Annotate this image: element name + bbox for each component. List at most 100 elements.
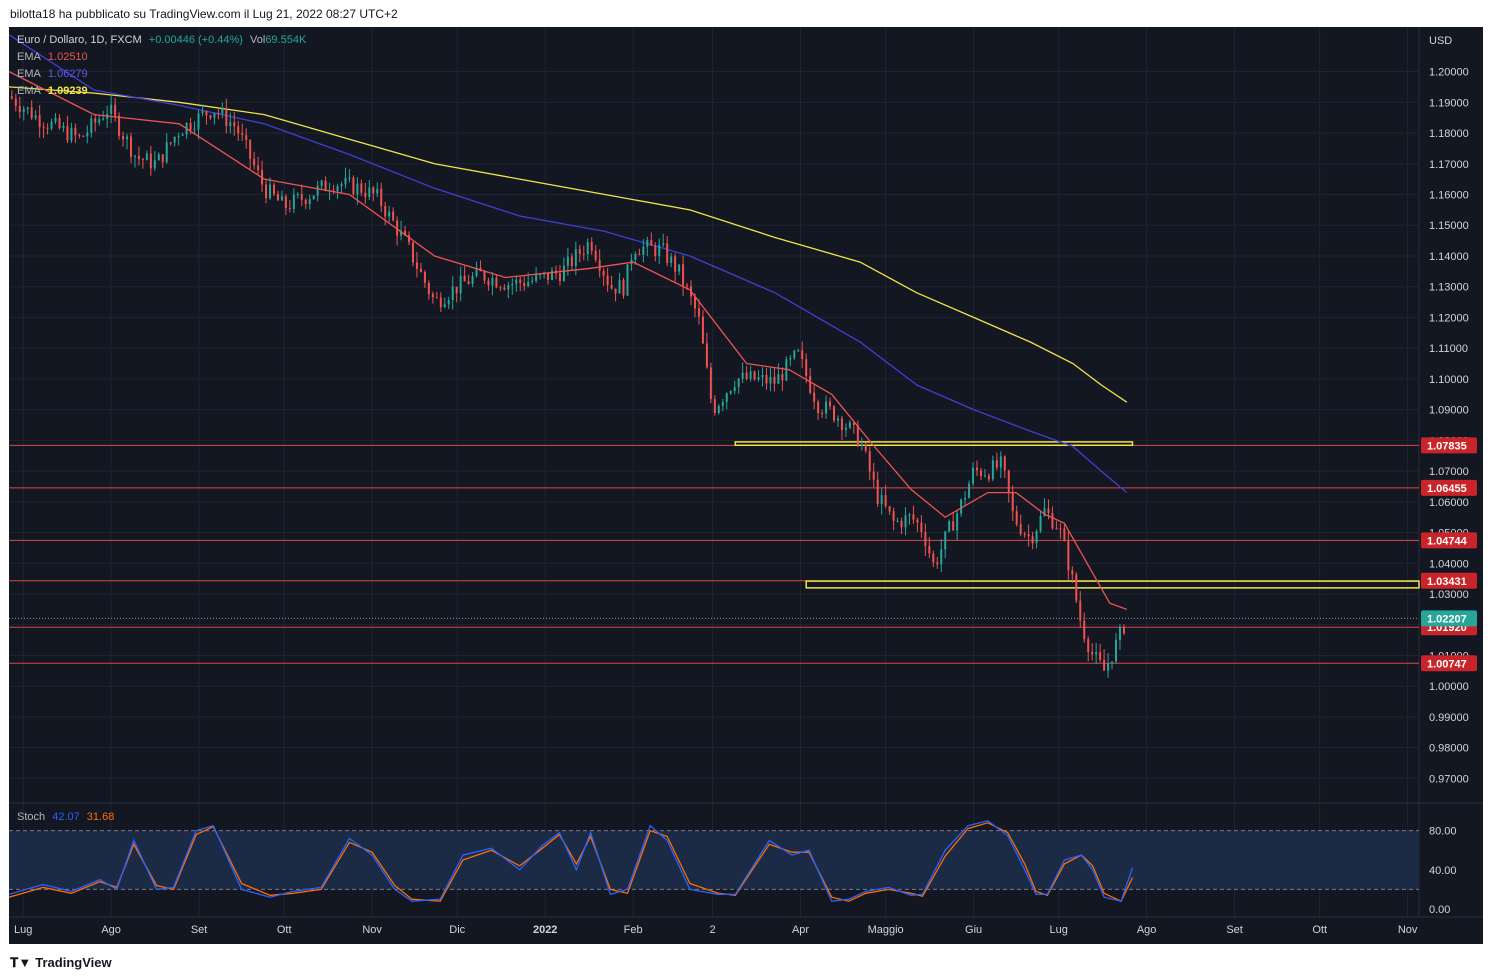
- candle-body: [213, 112, 216, 118]
- candle-body: [975, 467, 978, 471]
- candle-body: [880, 495, 883, 505]
- candle-body: [94, 118, 97, 123]
- candle-body: [427, 282, 430, 294]
- stoch-k-value: 42.07: [52, 811, 80, 823]
- price-tick-label: 1.14000: [1429, 251, 1469, 263]
- candle-body: [451, 286, 454, 301]
- candle-body: [674, 256, 677, 272]
- zone-rectangle: [734, 441, 1134, 447]
- price-tick-label: 1.19000: [1429, 97, 1469, 109]
- candle-body: [38, 115, 41, 128]
- candle-body: [507, 285, 510, 290]
- candle-body: [205, 111, 208, 116]
- candle-body: [920, 522, 923, 533]
- price-tick-label: 1.18000: [1429, 128, 1469, 140]
- candle-body: [606, 275, 609, 285]
- price-tick-label: 1.15000: [1429, 220, 1469, 232]
- candle-body: [856, 424, 859, 446]
- candle-body: [578, 249, 581, 254]
- chart-frame[interactable]: USD 1.20000 1.19000 1.18000 1.17000 1.16000 1.…: [9, 27, 1483, 944]
- candle-body: [284, 196, 287, 209]
- stoch-tick-label: 0.00: [1429, 904, 1450, 916]
- price-tick-label: 1.00000: [1429, 681, 1469, 693]
- candle-body: [1011, 493, 1014, 512]
- candle-body: [455, 286, 458, 294]
- candle-body: [419, 268, 422, 272]
- price-tick-label: 1.09000: [1429, 405, 1469, 417]
- candle-body: [189, 123, 192, 130]
- candle-body: [225, 108, 228, 127]
- time-tick-label: Maggio: [868, 924, 904, 936]
- candle-body: [1007, 470, 1010, 494]
- candle-body: [209, 115, 212, 118]
- candle-body: [622, 279, 625, 296]
- candle-body: [813, 392, 816, 402]
- candle-body: [1083, 620, 1086, 640]
- candle-body: [983, 475, 986, 477]
- candle-body: [979, 470, 982, 476]
- candle-body: [149, 153, 152, 169]
- stoch-d-value: 31.68: [86, 811, 115, 823]
- candle-body: [1079, 600, 1082, 621]
- price-tick-label: 1.13000: [1429, 282, 1469, 294]
- time-tick-label: Giu: [965, 924, 982, 936]
- candle-body: [62, 125, 65, 128]
- stoch-tick-label: 40.00: [1429, 865, 1457, 877]
- candle-body: [249, 139, 252, 159]
- candle-body: [74, 127, 77, 135]
- current-price-tag-text: 1.02207: [1427, 613, 1467, 625]
- candle-body: [368, 187, 371, 198]
- symbol-legend: Euro / Dollaro, 1D, FXCM +0.00446 (+0.44…: [17, 34, 310, 46]
- candle-body: [58, 117, 61, 128]
- candle-body: [884, 495, 887, 507]
- candle-body: [415, 262, 418, 269]
- candle-body: [761, 374, 764, 378]
- candle-body: [141, 159, 144, 161]
- candle-body: [654, 245, 657, 256]
- stoch-tick-label: 80.00: [1429, 826, 1457, 838]
- candle-body: [376, 188, 379, 194]
- candle-body: [145, 153, 148, 161]
- time-tick-label: Apr: [792, 924, 809, 936]
- candle-body: [586, 242, 589, 255]
- candle-body: [713, 399, 716, 414]
- candle-body: [384, 206, 387, 217]
- time-tick-label: 2022: [533, 924, 557, 936]
- candle-body: [241, 133, 244, 136]
- candle-body: [642, 246, 645, 255]
- price-tick-label: 1.04000: [1429, 558, 1469, 570]
- candle-body: [924, 532, 927, 547]
- candle-body: [638, 254, 641, 256]
- candle-body: [582, 253, 585, 255]
- candle-body: [495, 277, 498, 288]
- time-tick-label: 2: [710, 924, 716, 936]
- candle-body: [137, 155, 140, 160]
- candle-body: [304, 199, 307, 205]
- stoch-legend: Stoch 42.07 31.68: [17, 811, 118, 823]
- candle-body: [411, 242, 414, 263]
- ema-value: 1.06279: [47, 68, 88, 80]
- candle-body: [1047, 508, 1050, 513]
- candle-body: [165, 142, 168, 163]
- candle-body: [296, 194, 299, 196]
- ema-200-line: [9, 86, 1128, 403]
- candle-body: [404, 230, 407, 236]
- tradingview-logo[interactable]: 𝐓▼ TradingView: [10, 955, 112, 971]
- candle-body: [1118, 626, 1121, 640]
- candle-body: [336, 186, 339, 192]
- candle-body: [936, 562, 939, 565]
- candle-body: [757, 377, 760, 380]
- candle-body: [102, 118, 105, 120]
- candle-body: [54, 117, 57, 122]
- candle-body: [153, 160, 156, 169]
- candle-body: [1063, 528, 1066, 541]
- candle-body: [308, 199, 311, 205]
- candle-body: [408, 235, 411, 243]
- candle-body: [594, 250, 597, 260]
- candle-body: [233, 122, 236, 127]
- candle-body: [1107, 662, 1110, 671]
- price-chart[interactable]: USD 1.20000 1.19000 1.18000 1.17000 1.16000 1.…: [9, 27, 1483, 944]
- candle-body: [356, 183, 359, 195]
- candle-body: [491, 277, 494, 286]
- candle-body: [360, 183, 363, 193]
